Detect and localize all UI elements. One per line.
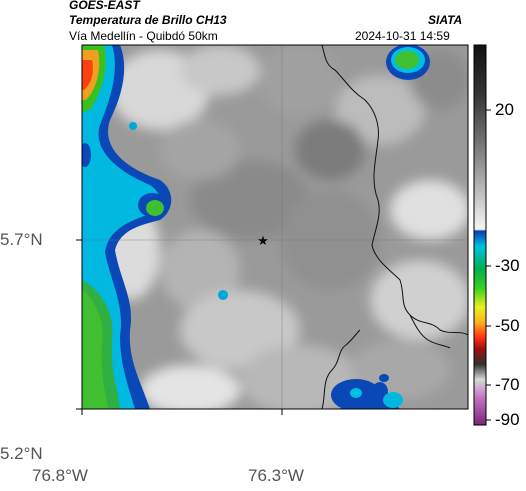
colorbar (474, 45, 486, 425)
organization-label: SIATA (428, 13, 463, 27)
colorbar-label-minus90: -90 (495, 410, 520, 429)
product-title: Temperatura de Brillo CH13 (69, 13, 227, 27)
lat-label-5-7: 5.7°N (0, 230, 43, 249)
colorbar-label-minus70: -70 (495, 375, 520, 394)
colorbar-label-20: 20 (495, 100, 514, 119)
satellite-name: GOES-EAST (69, 0, 140, 12)
datetime-label: 2024-10-31 14:59 (355, 29, 450, 43)
colorbar-label-minus50: -50 (495, 316, 520, 335)
map-frame (81, 44, 469, 410)
lat-label-5-2: 5.2°N (0, 444, 43, 463)
star-icon: ★ (257, 233, 269, 248)
colorbar-label-minus30: -30 (495, 256, 520, 275)
lon-label-76-8: 76.8°W (32, 466, 88, 485)
satellite-imagery (82, 45, 468, 409)
lon-label-76-3: 76.3°W (248, 466, 304, 485)
region-label: Vía Medellín - Quibdó 50km (69, 29, 218, 43)
